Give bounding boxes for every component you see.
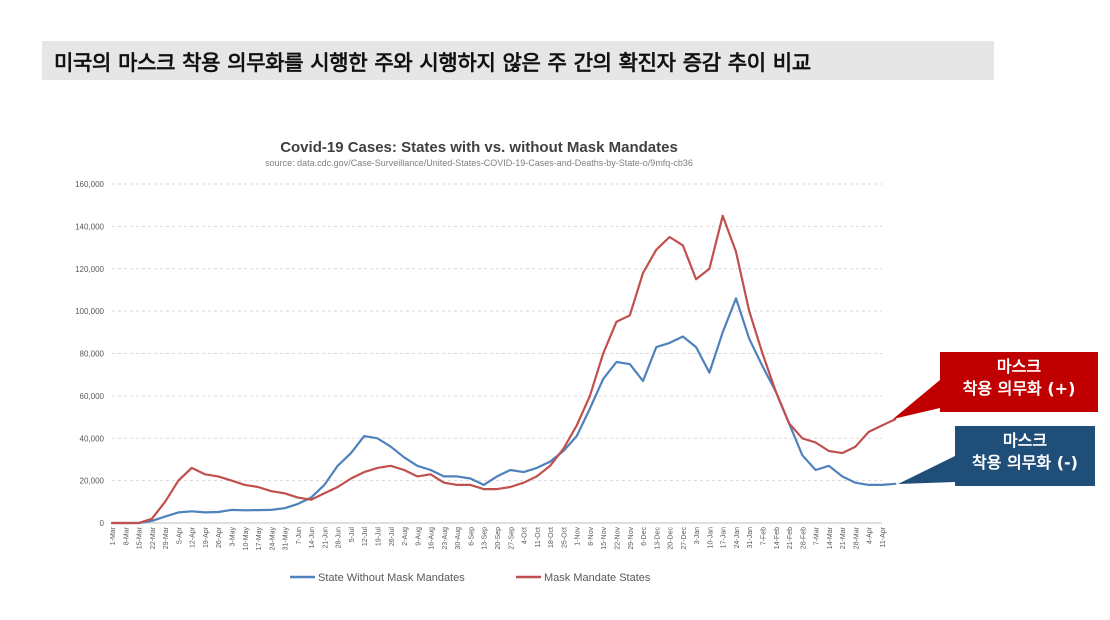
x-tick-label: 13-Sep bbox=[482, 527, 489, 550]
no-mandate-callout-line1: 마스크 bbox=[1002, 431, 1048, 450]
chart-title: Covid-19 Cases: States with vs. without … bbox=[280, 139, 678, 156]
x-tick-label: 14-Mar bbox=[827, 526, 834, 549]
x-tick-label: 21-Feb bbox=[787, 527, 794, 549]
x-tick-label: 16-Aug bbox=[429, 527, 436, 550]
x-tick-label: 26-Jul bbox=[389, 527, 396, 547]
x-tick-label: 9-Aug bbox=[415, 527, 422, 546]
x-tick-label: 7-Jun bbox=[296, 527, 303, 545]
x-tick-label: 10-Jan bbox=[707, 527, 714, 549]
x-tick-label: 7-Mar bbox=[814, 526, 821, 545]
x-tick-label: 5-Jul bbox=[349, 527, 356, 543]
mandate-callout: 마스크 착용 의무화 (+) bbox=[940, 352, 1098, 412]
x-tick-label: 3-Jan bbox=[694, 527, 701, 545]
x-tick-label: 17-Jan bbox=[721, 527, 728, 549]
x-tick-label: 4-Oct bbox=[522, 527, 529, 544]
no-mandate-callout: 마스크 착용 의무화 (-) bbox=[955, 426, 1095, 486]
x-tick-label: 22-Mar bbox=[150, 526, 157, 549]
x-tick-label: 25-Oct bbox=[561, 527, 568, 548]
title-bar: 미국의 마스크 착용 의무화를 시행한 주와 시행하지 않은 주 간의 확진자 … bbox=[42, 41, 994, 80]
x-tick-label: 17-May bbox=[256, 527, 263, 551]
x-tick-label: 28-Feb bbox=[800, 527, 807, 549]
callout-pointer-blue bbox=[898, 456, 955, 484]
y-tick-label: 20,000 bbox=[80, 477, 105, 486]
x-tick-label: 10-May bbox=[243, 527, 250, 551]
x-tick-label: 27-Sep bbox=[508, 527, 515, 550]
legend-label-mandate: Mask Mandate States bbox=[544, 572, 651, 584]
page-title: 미국의 마스크 착용 의무화를 시행한 주와 시행하지 않은 주 간의 확진자 … bbox=[54, 51, 811, 75]
x-tick-label: 28-Jun bbox=[336, 527, 343, 549]
gridlines bbox=[112, 183, 882, 524]
y-tick-label: 60,000 bbox=[80, 392, 105, 401]
x-tick-label: 12-Apr bbox=[190, 526, 197, 548]
x-tick-label: 29-Mar bbox=[163, 526, 170, 549]
x-tick-label: 21-Mar bbox=[840, 526, 847, 549]
x-tick-label: 27-Dec bbox=[681, 527, 688, 550]
y-tick-label: 100,000 bbox=[75, 307, 104, 316]
x-tick-label: 31-May bbox=[283, 527, 290, 551]
x-tick-label: 20-Sep bbox=[495, 527, 502, 550]
y-tick-label: 0 bbox=[100, 519, 105, 528]
no-mandate-callout-line2: 착용 의무화 (-) bbox=[971, 453, 1078, 472]
x-tick-label: 8-Mar bbox=[123, 526, 130, 545]
x-tick-label: 7-Feb bbox=[761, 527, 768, 545]
y-tick-label: 120,000 bbox=[75, 265, 104, 274]
x-tick-label: 6-Sep bbox=[468, 527, 475, 546]
series-lines bbox=[110, 214, 897, 525]
y-tick-label: 40,000 bbox=[80, 434, 105, 443]
series-line-no-mandate bbox=[110, 297, 897, 525]
x-tick-label: 12-Jul bbox=[362, 527, 369, 547]
x-tick-label: 29-Nov bbox=[628, 527, 635, 550]
y-tick-label: 80,000 bbox=[80, 350, 105, 359]
chart-subtitle: source: data.cdc.gov/Case-Surveillance/U… bbox=[265, 158, 693, 168]
x-tick-label: 3-May bbox=[229, 527, 236, 547]
x-tick-label: 30-Aug bbox=[455, 527, 462, 550]
x-tick-label: 24-May bbox=[269, 527, 276, 551]
x-tick-label: 6-Dec bbox=[641, 527, 648, 546]
x-tick-label: 1-Nov bbox=[575, 527, 582, 546]
x-tick-label: 20-Dec bbox=[668, 527, 675, 550]
x-tick-label: 19-Jul bbox=[376, 527, 383, 547]
x-tick-label: 26-Apr bbox=[216, 526, 223, 548]
y-tick-label: 140,000 bbox=[75, 222, 104, 231]
x-tick-label: 11-Oct bbox=[535, 527, 542, 548]
x-tick-label: 13-Dec bbox=[654, 527, 661, 550]
x-tick-label: 11-Apr bbox=[880, 526, 887, 547]
x-tick-label: 14-Feb bbox=[774, 527, 781, 549]
x-tick-label: 24-Jan bbox=[734, 527, 741, 549]
x-tick-label: 5-Apr bbox=[176, 526, 183, 544]
x-tick-label: 23-Aug bbox=[442, 527, 449, 550]
callout-pointer-red bbox=[893, 380, 940, 419]
y-axis: 0 20,000 40,000 60,000 80,000 100,000 120,000 1… bbox=[75, 180, 104, 528]
y-tick-label: 160,000 bbox=[75, 180, 104, 189]
x-tick-label: 15-Mar bbox=[137, 526, 144, 549]
x-tick-label: 21-Jun bbox=[322, 527, 329, 549]
x-tick-label: 18-Oct bbox=[548, 527, 555, 548]
mandate-callout-line1: 마스크 bbox=[996, 357, 1042, 376]
series-line-mandate bbox=[110, 214, 897, 525]
x-tick-label: 19-Apr bbox=[203, 526, 210, 548]
legend-label-no-mandate: State Without Mask Mandates bbox=[318, 572, 465, 584]
x-tick-label: 22-Nov bbox=[614, 527, 621, 550]
x-axis: 1-Mar 8-Mar 15-Mar 22-Mar 29-Mar 5-Apr 12-Apr 1… bbox=[110, 526, 887, 550]
x-tick-label: 1-Mar bbox=[110, 526, 117, 545]
mandate-callout-line2: 착용 의무화 (+) bbox=[962, 379, 1076, 398]
x-tick-label: 28-Mar bbox=[853, 526, 860, 549]
x-tick-label: 4-Apr bbox=[867, 526, 874, 544]
x-tick-label: 8-Nov bbox=[588, 527, 595, 546]
legend: State Without Mask Mandates Mask Mandate… bbox=[290, 572, 651, 584]
x-tick-label: 31-Jan bbox=[747, 527, 754, 549]
x-tick-label: 15-Nov bbox=[601, 527, 608, 550]
x-tick-label: 2-Aug bbox=[402, 527, 409, 546]
x-tick-label: 14-Jun bbox=[309, 527, 316, 549]
